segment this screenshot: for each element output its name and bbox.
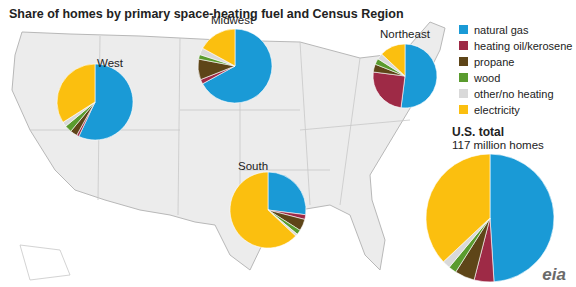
svg-text:Northeast: Northeast — [380, 28, 431, 40]
svg-text:propane: propane — [474, 56, 514, 68]
svg-text:eia: eia — [542, 265, 566, 284]
svg-text:South: South — [238, 160, 268, 172]
svg-text:electricity: electricity — [474, 104, 520, 116]
svg-text:natural gas: natural gas — [474, 24, 529, 36]
svg-text:Share of homes by primary spac: Share of homes by primary space-heating … — [9, 7, 404, 21]
svg-text:117 million homes: 117 million homes — [452, 139, 544, 151]
svg-text:U.S. total: U.S. total — [452, 125, 504, 139]
svg-text:heating oil/kerosene: heating oil/kerosene — [474, 40, 572, 52]
svg-text:Midwest: Midwest — [211, 14, 254, 26]
svg-text:wood: wood — [473, 72, 500, 84]
svg-text:West: West — [97, 57, 124, 69]
svg-text:other/no heating: other/no heating — [474, 88, 554, 100]
